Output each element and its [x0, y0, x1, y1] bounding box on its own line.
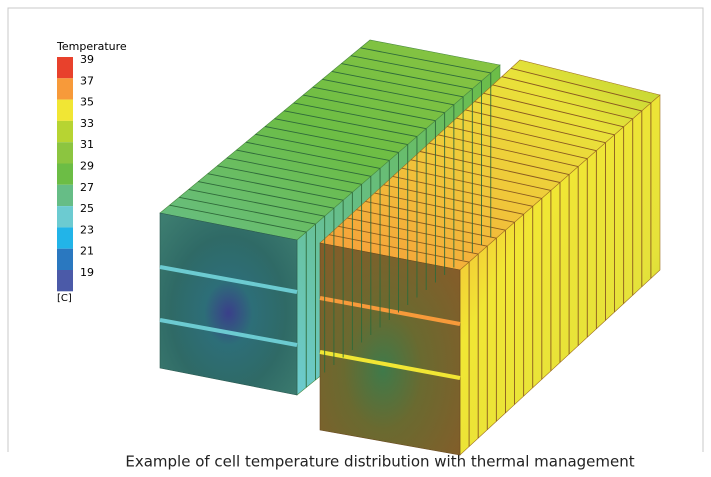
- legend-swatch: [57, 164, 73, 185]
- legend-swatch: [57, 206, 73, 227]
- legend: 39 37 35 33 31 29 27 25 23 21 19: [57, 53, 94, 291]
- legend-swatch: [57, 249, 73, 270]
- legend-label: 25: [80, 202, 94, 215]
- legend-label: 33: [80, 117, 94, 130]
- legend-label: 21: [80, 245, 94, 258]
- right-block-front: [320, 243, 460, 455]
- legend-label: 27: [80, 181, 94, 194]
- legend-label: 35: [80, 96, 94, 109]
- legend-unit: [C]: [57, 293, 72, 304]
- caption: Example of cell temperature distribution…: [125, 453, 634, 471]
- legend-swatch: [57, 78, 73, 99]
- legend-label: 39: [80, 53, 94, 66]
- legend-swatch: [57, 142, 73, 163]
- legend-label: 37: [80, 74, 94, 87]
- legend-swatch: [57, 270, 73, 291]
- legend-label: 29: [80, 160, 94, 173]
- legend-swatch: [57, 121, 73, 142]
- legend-swatch: [57, 100, 73, 121]
- legend-label: 23: [80, 223, 94, 236]
- legend-title: Temperature: [56, 40, 127, 53]
- left-block-front: [160, 213, 297, 395]
- legend-swatch: [57, 185, 73, 206]
- legend-swatch: [57, 57, 73, 78]
- figure: Temperature 39 37 35 33 31 29 27 25 23 21 19 [C] E…: [0, 0, 711, 477]
- legend-swatch: [57, 227, 73, 248]
- legend-label: 31: [80, 138, 94, 151]
- legend-label: 19: [80, 266, 94, 279]
